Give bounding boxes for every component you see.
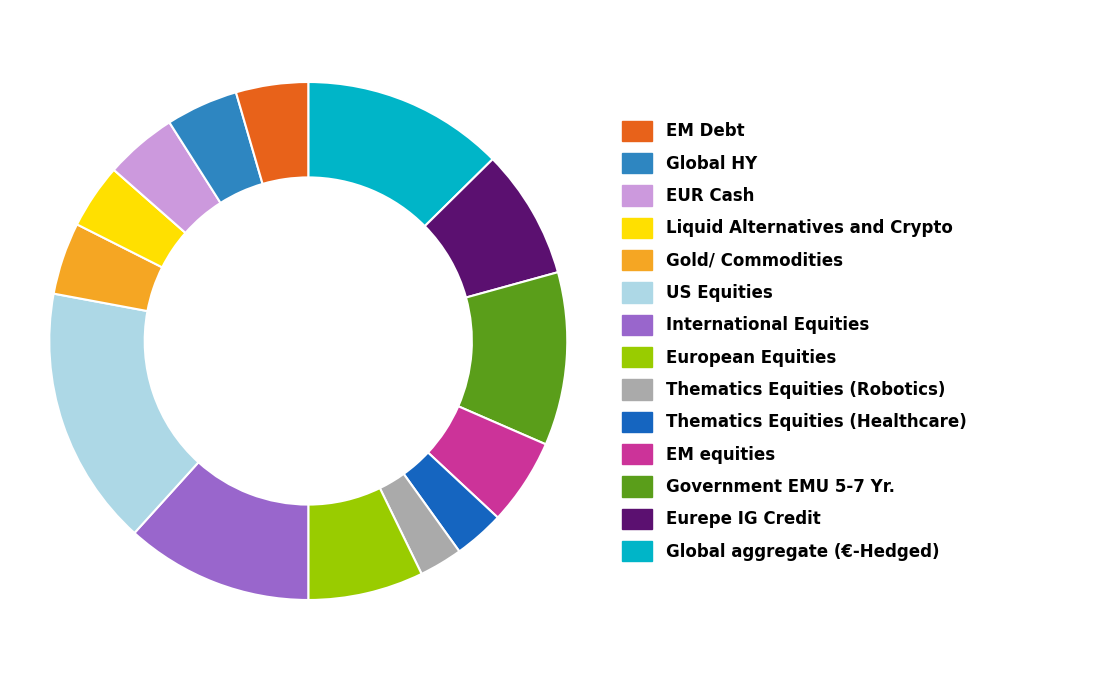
Wedge shape [170,92,263,203]
Wedge shape [428,406,546,518]
Wedge shape [380,474,459,574]
Wedge shape [458,272,567,445]
Wedge shape [308,82,493,226]
Wedge shape [134,462,308,600]
Legend: EM Debt, Global HY, EUR Cash, Liquid Alternatives and Crypto, Gold/ Commodities,: EM Debt, Global HY, EUR Cash, Liquid Alt… [614,113,974,569]
Wedge shape [113,122,220,233]
Wedge shape [54,224,162,311]
Wedge shape [404,452,498,551]
Wedge shape [77,170,185,267]
Wedge shape [425,159,558,297]
Wedge shape [308,488,422,600]
Wedge shape [236,82,308,184]
Wedge shape [50,294,198,533]
